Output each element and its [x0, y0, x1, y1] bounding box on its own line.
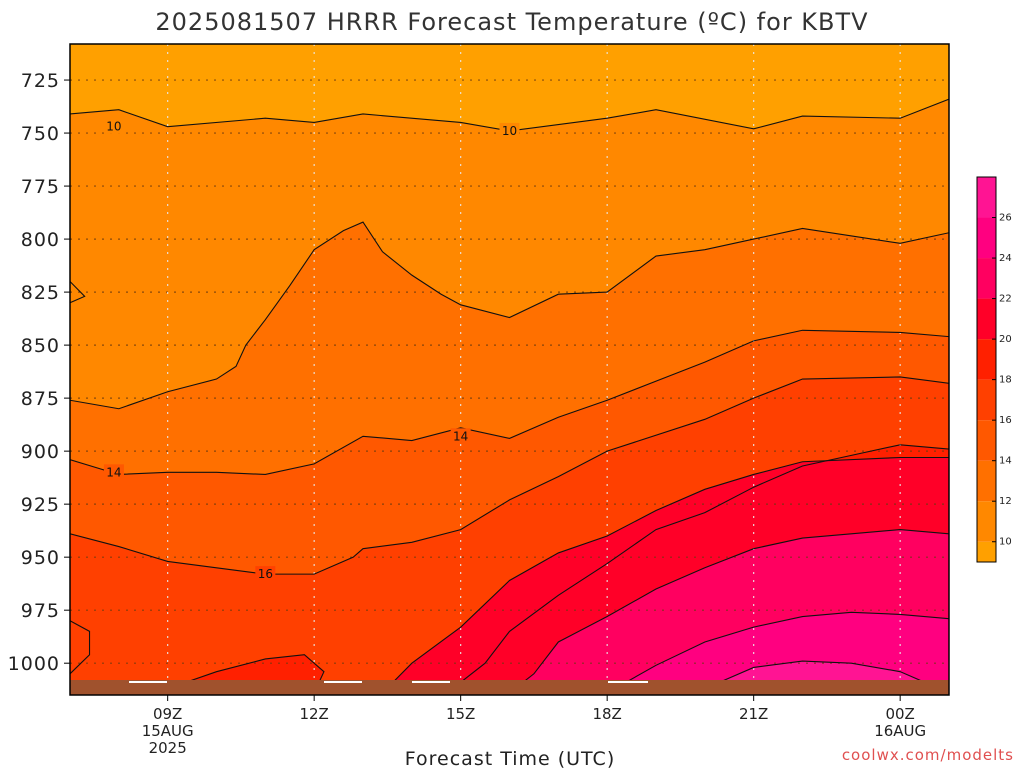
plot-frame: [69, 43, 950, 696]
ground-strip: [70, 680, 949, 695]
y-tick-label: 975: [21, 600, 60, 622]
y-tick-label: 825: [21, 282, 60, 304]
colorbar-tick-label: 24: [999, 253, 1012, 264]
contour-label-bg: [450, 428, 471, 444]
x-tick-label: 12Z: [299, 705, 328, 723]
colorbar-swatch-5: [977, 339, 996, 380]
contour-label-text: 14: [106, 465, 121, 479]
contour-line-12-1: [70, 221, 949, 410]
colorbar-swatch-3: [977, 420, 996, 461]
contour-label-bg: [103, 464, 124, 480]
band-pocket-16: [70, 620, 90, 674]
y-tick-label: 750: [21, 123, 60, 145]
y-axis-ticks: 725 750 775 800 825 850 875 900 925 950 975 1000: [8, 70, 70, 675]
contour-layer: 10 10 14 14 16: [70, 98, 949, 694]
y-tick-label: 900: [21, 441, 60, 463]
colorbar-tick-label: 10: [999, 537, 1012, 548]
x-tick-label: 15AUG: [142, 722, 194, 740]
contour-label-text: 14: [453, 429, 468, 443]
colorbar-swatch-0: [977, 541, 996, 562]
colorbar-swatch-8: [977, 217, 996, 259]
colorbar: 10 12 14 16 18 20 22 24 26: [976, 176, 1012, 563]
colorbar-frame: [976, 176, 997, 563]
contour-label-bg: [103, 118, 124, 134]
colorbar-swatch-1: [977, 501, 996, 542]
contour-line-20-5: [382, 456, 949, 694]
x-tick-label: 00Z: [885, 705, 914, 723]
colorbar-swatch-7: [977, 258, 996, 299]
contour-label-bg: [255, 566, 276, 582]
colorbar-swatch-9: [977, 177, 996, 218]
colorbar-tick-label: 12: [999, 496, 1012, 507]
contour-label-0: 10: [103, 118, 124, 134]
contour-label-text: 10: [106, 120, 121, 134]
x-axis-label: Forecast Time (UTC): [405, 748, 615, 768]
colorbar-tick-label: 18: [999, 375, 1012, 386]
contour-line-14-10: [70, 281, 86, 304]
x-tick-label: 18Z: [592, 705, 621, 723]
contour-label-4: 16: [255, 566, 276, 582]
contour-label-2: 14: [103, 464, 124, 480]
contour-line-18-11: [167, 654, 325, 694]
y-tick-label: 925: [21, 494, 60, 516]
colorbar-swatch-6: [977, 298, 996, 340]
credit-text: coolwx.com/modelts: [842, 746, 1014, 764]
contour-line-16-9: [70, 620, 91, 675]
y-tick-label: 875: [21, 388, 60, 410]
chart-title: 2025081507 HRRR Forecast Temperature (ºC…: [155, 8, 868, 36]
temperature-fill-layer: [70, 44, 949, 695]
y-tick-label: 775: [21, 176, 60, 198]
contour-label-1: 10: [499, 122, 520, 138]
contour-label-bg: [499, 122, 520, 138]
colorbar-swatch-4: [977, 379, 996, 421]
ground-layer: [70, 680, 949, 695]
contour-line-24-7: [606, 611, 949, 694]
contour-label-text: 10: [502, 124, 517, 138]
x-tick-label: 09Z: [153, 705, 182, 723]
contour-label-text: 16: [258, 567, 273, 581]
y-tick-label: 800: [21, 229, 60, 251]
contour-line-16-3: [70, 376, 949, 575]
colorbar-tick-label: 16: [999, 415, 1012, 426]
x-tick-label: 2025: [149, 739, 187, 757]
x-tick-label: 15Z: [446, 705, 475, 723]
contour-line-22-6: [509, 529, 949, 694]
contour-line-14-2: [70, 329, 949, 476]
y-tick-label: 950: [21, 547, 60, 569]
colorbar-swatch-2: [977, 460, 996, 502]
x-tick-label: 21Z: [739, 705, 768, 723]
colorbar-tick-label: 14: [999, 456, 1012, 467]
y-tick-label: 1000: [8, 653, 60, 675]
colorbar-tick-label: 26: [999, 213, 1012, 224]
x-tick-label: 16AUG: [874, 722, 926, 740]
contour-label-3: 14: [450, 428, 471, 444]
y-tick-label: 850: [21, 335, 60, 357]
contour-line-10-0: [70, 98, 949, 132]
colorbar-tick-label: 20: [999, 334, 1012, 345]
contour-line-18-4: [450, 444, 949, 694]
y-tick-label: 725: [21, 70, 60, 92]
colorbar-tick-label: 22: [999, 294, 1012, 305]
